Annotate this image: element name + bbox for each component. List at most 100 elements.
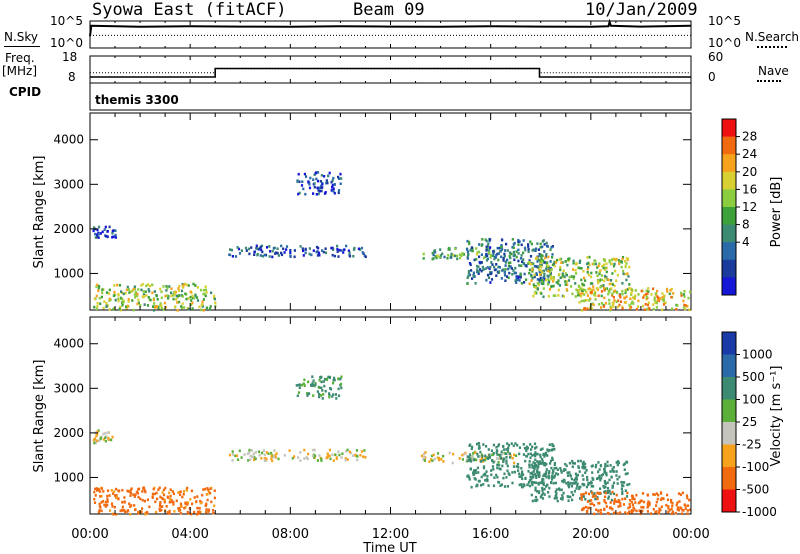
range-cell [148, 505, 151, 509]
range-cell [572, 261, 575, 265]
range-cell [199, 499, 202, 503]
range-cell [503, 451, 506, 455]
range-cell [472, 271, 475, 275]
range-cell [159, 501, 162, 504]
range-cell [474, 282, 477, 285]
range-cell [163, 498, 166, 502]
range-cell [617, 499, 620, 502]
range-cell [603, 305, 606, 308]
range-cell [303, 457, 306, 460]
xtick-label: 08:00 [272, 527, 309, 542]
range-cell [498, 266, 501, 269]
range-cell [624, 511, 627, 514]
range-cell [530, 493, 533, 497]
range-cell [577, 465, 580, 468]
nave-line [90, 68, 691, 74]
range-cell [505, 261, 508, 264]
range-cell [473, 258, 476, 262]
range-cell [611, 508, 614, 511]
range-cell [538, 474, 541, 477]
range-cell [498, 463, 501, 467]
range-cell [538, 265, 541, 268]
range-cell [200, 308, 203, 312]
range-cell [547, 278, 550, 281]
range-cell [536, 260, 539, 263]
range-cell [169, 488, 172, 491]
range-cell [533, 453, 536, 457]
range-cell [522, 239, 525, 242]
range-cell [505, 456, 508, 459]
range-cell [582, 492, 585, 496]
range-cell [487, 448, 490, 451]
range-cell [423, 455, 426, 459]
range-cell [646, 307, 649, 311]
range-cell [646, 494, 649, 497]
range-cell [612, 466, 615, 469]
range-cell [581, 482, 584, 486]
range-cell [591, 476, 594, 480]
range-cell [542, 261, 545, 264]
range-cell [296, 394, 299, 398]
range-cell [604, 482, 607, 486]
range-cell [340, 456, 343, 459]
power-colorbar-segment [722, 207, 736, 226]
range-cell [625, 295, 628, 298]
range-cell [551, 263, 554, 267]
range-cell [114, 293, 117, 297]
range-cell [505, 242, 508, 246]
range-cell [100, 509, 103, 513]
range-cell [97, 488, 100, 492]
range-cell [462, 253, 466, 256]
range-cell [619, 504, 622, 508]
range-cell [529, 452, 532, 456]
range-cell [538, 268, 541, 271]
range-cell [265, 457, 268, 461]
range-cell [121, 297, 124, 301]
range-cell [253, 455, 256, 459]
range-cell [620, 484, 624, 487]
range-cell [559, 467, 562, 470]
range-cell [637, 293, 640, 296]
range-cell [507, 446, 510, 450]
range-cell [604, 465, 607, 468]
range-cell [488, 453, 491, 457]
range-cell [248, 448, 251, 452]
range-cell [652, 303, 655, 306]
range-cell [137, 301, 140, 305]
range-cell [262, 449, 265, 452]
range-cell [160, 496, 163, 500]
range-cell [626, 288, 629, 291]
range-cell [686, 509, 689, 512]
range-cell [228, 253, 231, 256]
range-cell [320, 386, 323, 390]
range-cell [614, 499, 617, 503]
range-cell [608, 302, 611, 305]
range-cell [490, 272, 493, 275]
range-cell [336, 247, 339, 251]
range-cell [253, 458, 256, 461]
range-cell [505, 462, 508, 465]
range-cell [456, 254, 459, 258]
range-cell [670, 512, 674, 515]
range-cell [545, 475, 548, 479]
power-colorbar-tick-label: 16 [742, 182, 757, 196]
range-cell [684, 507, 687, 510]
range-cell [537, 258, 540, 262]
range-cell [193, 510, 196, 514]
range-cell [567, 481, 570, 484]
range-cell [586, 509, 589, 513]
range-cell [486, 257, 489, 261]
range-cell [529, 456, 532, 460]
range-cell [106, 489, 110, 492]
range-cell [588, 499, 591, 503]
range-cell [130, 487, 133, 490]
range-cell [337, 450, 340, 453]
range-cell [352, 454, 355, 457]
range-cell [505, 448, 508, 451]
range-cell [129, 290, 133, 293]
range-cell [597, 461, 600, 464]
range-cell [112, 235, 115, 238]
range-cell [612, 305, 615, 308]
range-cell [304, 251, 307, 255]
